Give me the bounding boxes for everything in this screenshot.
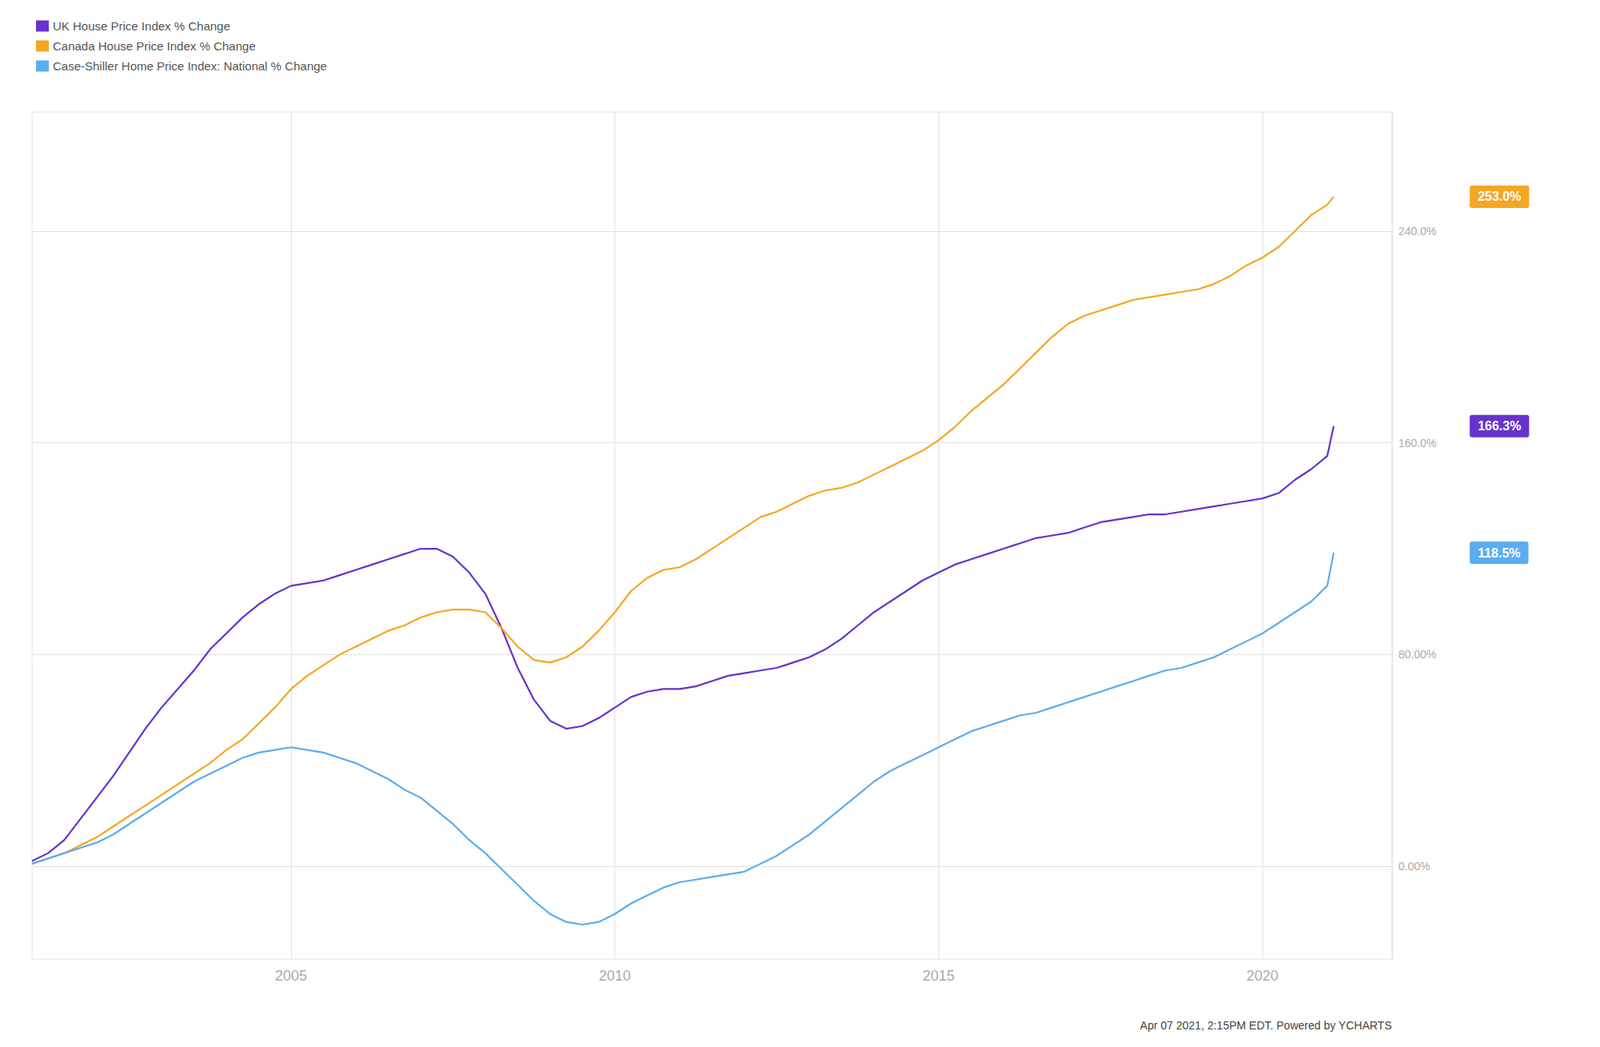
svg-text:240.0%: 240.0% [1398, 224, 1436, 238]
svg-text:2005: 2005 [275, 968, 308, 984]
svg-text:Case-Shiller Home Price Index:: Case-Shiller Home Price Index: National … [52, 59, 328, 73]
svg-text:Canada House Price Index % Cha: Canada House Price Index % Change [52, 39, 256, 53]
svg-text:2015: 2015 [922, 968, 955, 984]
svg-text:2020: 2020 [1246, 968, 1279, 984]
svg-text:166.3%: 166.3% [1477, 419, 1521, 433]
svg-text:253.0%: 253.0% [1477, 189, 1521, 204]
svg-text:2010: 2010 [599, 968, 632, 984]
svg-text:0.00%: 0.00% [1398, 860, 1431, 873]
svg-text:UK House Price Index % Change: UK House Price Index % Change [52, 19, 231, 33]
svg-text:160.0%: 160.0% [1398, 436, 1436, 450]
svg-text:80.00%: 80.00% [1398, 648, 1436, 661]
svg-text:Apr 07 2021, 2:15PM EDT. Power: Apr 07 2021, 2:15PM EDT. Powered by YCHA… [1140, 1019, 1392, 1032]
svg-text:118.5%: 118.5% [1477, 546, 1520, 560]
